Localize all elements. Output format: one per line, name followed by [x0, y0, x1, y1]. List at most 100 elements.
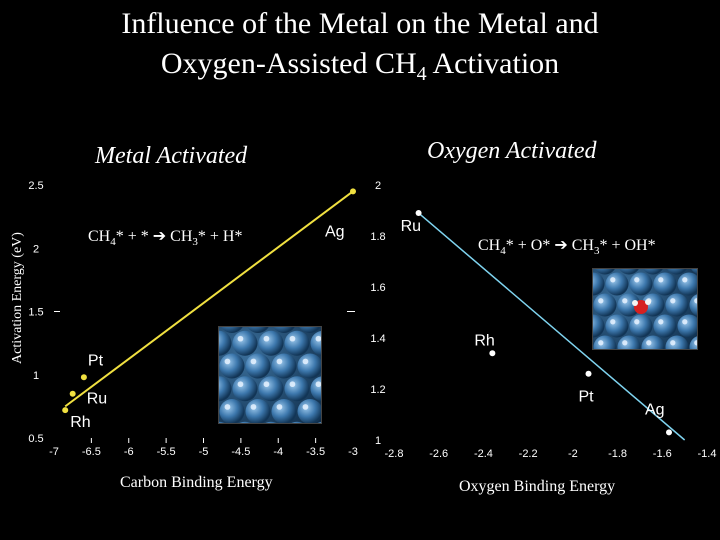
atom-highlight — [250, 404, 257, 410]
atom-highlight — [598, 298, 604, 304]
hydrogen-atom — [632, 300, 638, 306]
y-tick-label-right: 1.4 — [370, 333, 385, 345]
data-point-rh — [62, 407, 69, 414]
surface-atom — [317, 421, 321, 423]
title-line-2: Oxygen-Assisted CH4 Activation — [160, 47, 560, 85]
data-point-ru — [69, 390, 76, 397]
x-tick-label-left: -6.5 — [82, 446, 101, 458]
fit-line-left — [64, 190, 354, 408]
surface-atom — [667, 269, 687, 275]
atom-highlight — [289, 381, 296, 388]
point-label-rh: Rh — [70, 414, 90, 431]
right-chart: -2.8 -2.6 -2.4 -2.2 -2 -1.8 -1.6 -1.4 1 1.2 1.4 1.6… — [370, 180, 716, 460]
surface-atom — [677, 272, 697, 296]
left-chart: -7 -6.5 -6 -5.5 -5 -4.5 -4 -3.5 -3 0.5 1 1.5 2 2.5 Ag P… — [28, 180, 358, 458]
point-label-ru: Ru — [401, 218, 421, 235]
slide-title: Influence of the Metal on the Metal and … — [0, 4, 720, 94]
metal-surface-image — [218, 326, 322, 424]
surface-atom — [689, 336, 697, 349]
atom-highlight — [634, 277, 640, 283]
atom-highlight — [622, 298, 628, 304]
y-tick-label-right: 1.6 — [370, 282, 385, 294]
surface-atom — [247, 327, 269, 333]
surface-atom — [643, 269, 663, 275]
surface-atom — [273, 327, 295, 333]
atom-highlight — [622, 340, 628, 346]
fit-line-right — [418, 212, 686, 441]
atom-highlight — [276, 404, 283, 410]
atom-highlight — [263, 381, 270, 388]
atom-highlight — [276, 358, 283, 365]
atom-highlight — [237, 335, 244, 342]
atom-highlight — [682, 277, 688, 283]
atom-highlight — [315, 381, 321, 388]
x-tick-label-right: -1.6 — [653, 448, 672, 460]
y-tick-label-right: 2 — [375, 180, 381, 192]
x-tick-label-left: -7 — [49, 446, 59, 458]
atom-highlight — [289, 335, 296, 342]
surface-atoms-right — [593, 269, 697, 349]
x-tick-label-left: -6 — [124, 446, 134, 458]
title-line-1: Influence of the Metal on the Metal and — [121, 7, 599, 40]
point-label-ag: Ag — [325, 223, 345, 240]
arrow-icon: ➔ — [152, 226, 167, 245]
x-axis-label-left: Carbon Binding Energy — [120, 474, 273, 491]
surface-atom — [691, 269, 697, 274]
x-tick-label-right: -2.4 — [474, 448, 493, 460]
atom-highlight — [610, 277, 616, 283]
y-tick-label-left: 2 — [33, 243, 39, 255]
atom-highlight — [263, 335, 270, 342]
equation-metal: CH4* + * ➔ CH3* + H* — [88, 226, 243, 249]
surface-atom — [239, 421, 251, 423]
atom-highlight — [302, 358, 309, 365]
surface-atom — [219, 330, 232, 356]
x-tick-label-left: -4.5 — [231, 446, 250, 458]
atom-highlight — [658, 277, 664, 283]
data-point-pt — [585, 370, 592, 377]
atom-highlight — [224, 358, 231, 365]
x-axis-label-right: Oxygen Binding Energy — [459, 478, 616, 495]
atom-highlight — [694, 340, 697, 346]
surface-atom — [593, 314, 605, 338]
surface-atom — [221, 327, 243, 333]
surface-atom — [619, 269, 639, 275]
point-label-ru: Ru — [87, 391, 107, 408]
atom-highlight — [610, 319, 616, 325]
y-tick-label-left: 1.5 — [28, 307, 43, 319]
surface-atom — [617, 335, 641, 349]
y-tick-label-left: 2.5 — [28, 180, 43, 192]
surface-atom — [291, 421, 303, 423]
y-tick-label-right: 1.8 — [370, 231, 385, 243]
x-tick-label-right: -1.4 — [698, 448, 717, 460]
point-label-ag: Ag — [645, 401, 665, 418]
atom-highlight — [598, 340, 604, 346]
equation-oxygen: CH4* + O* ➔ CH3* + OH* — [478, 235, 656, 258]
arrow-icon: ➔ — [554, 235, 568, 254]
atom-highlight — [224, 404, 231, 410]
oxygen-surface-image — [592, 268, 698, 350]
atom-highlight — [302, 404, 309, 410]
surface-atom — [219, 376, 232, 402]
data-point-pt — [80, 374, 87, 381]
atom-highlight — [237, 381, 244, 388]
surface-atom — [677, 314, 697, 338]
x-tick-label-left: -4 — [273, 446, 283, 458]
y-tick-label-right: 1.2 — [370, 384, 385, 396]
data-point-ru — [415, 210, 422, 217]
point-label-pt: Pt — [88, 352, 104, 369]
atom-highlight — [682, 319, 688, 325]
x-tick-label-left: -3.5 — [306, 446, 325, 458]
surface-atom — [299, 327, 321, 333]
atom-highlight — [646, 340, 652, 346]
surface-atom — [219, 421, 225, 423]
atom-highlight — [670, 298, 676, 304]
point-label-pt: Pt — [579, 389, 595, 406]
surface-atom — [593, 272, 605, 296]
x-tick-label-left: -3 — [348, 446, 358, 458]
atom-highlight — [658, 319, 664, 325]
x-tick-label-right: -2.6 — [429, 448, 448, 460]
x-tick-label-right: -2.2 — [519, 448, 538, 460]
y-tick-label-right: 1 — [375, 435, 381, 447]
data-point-ag — [665, 429, 672, 436]
